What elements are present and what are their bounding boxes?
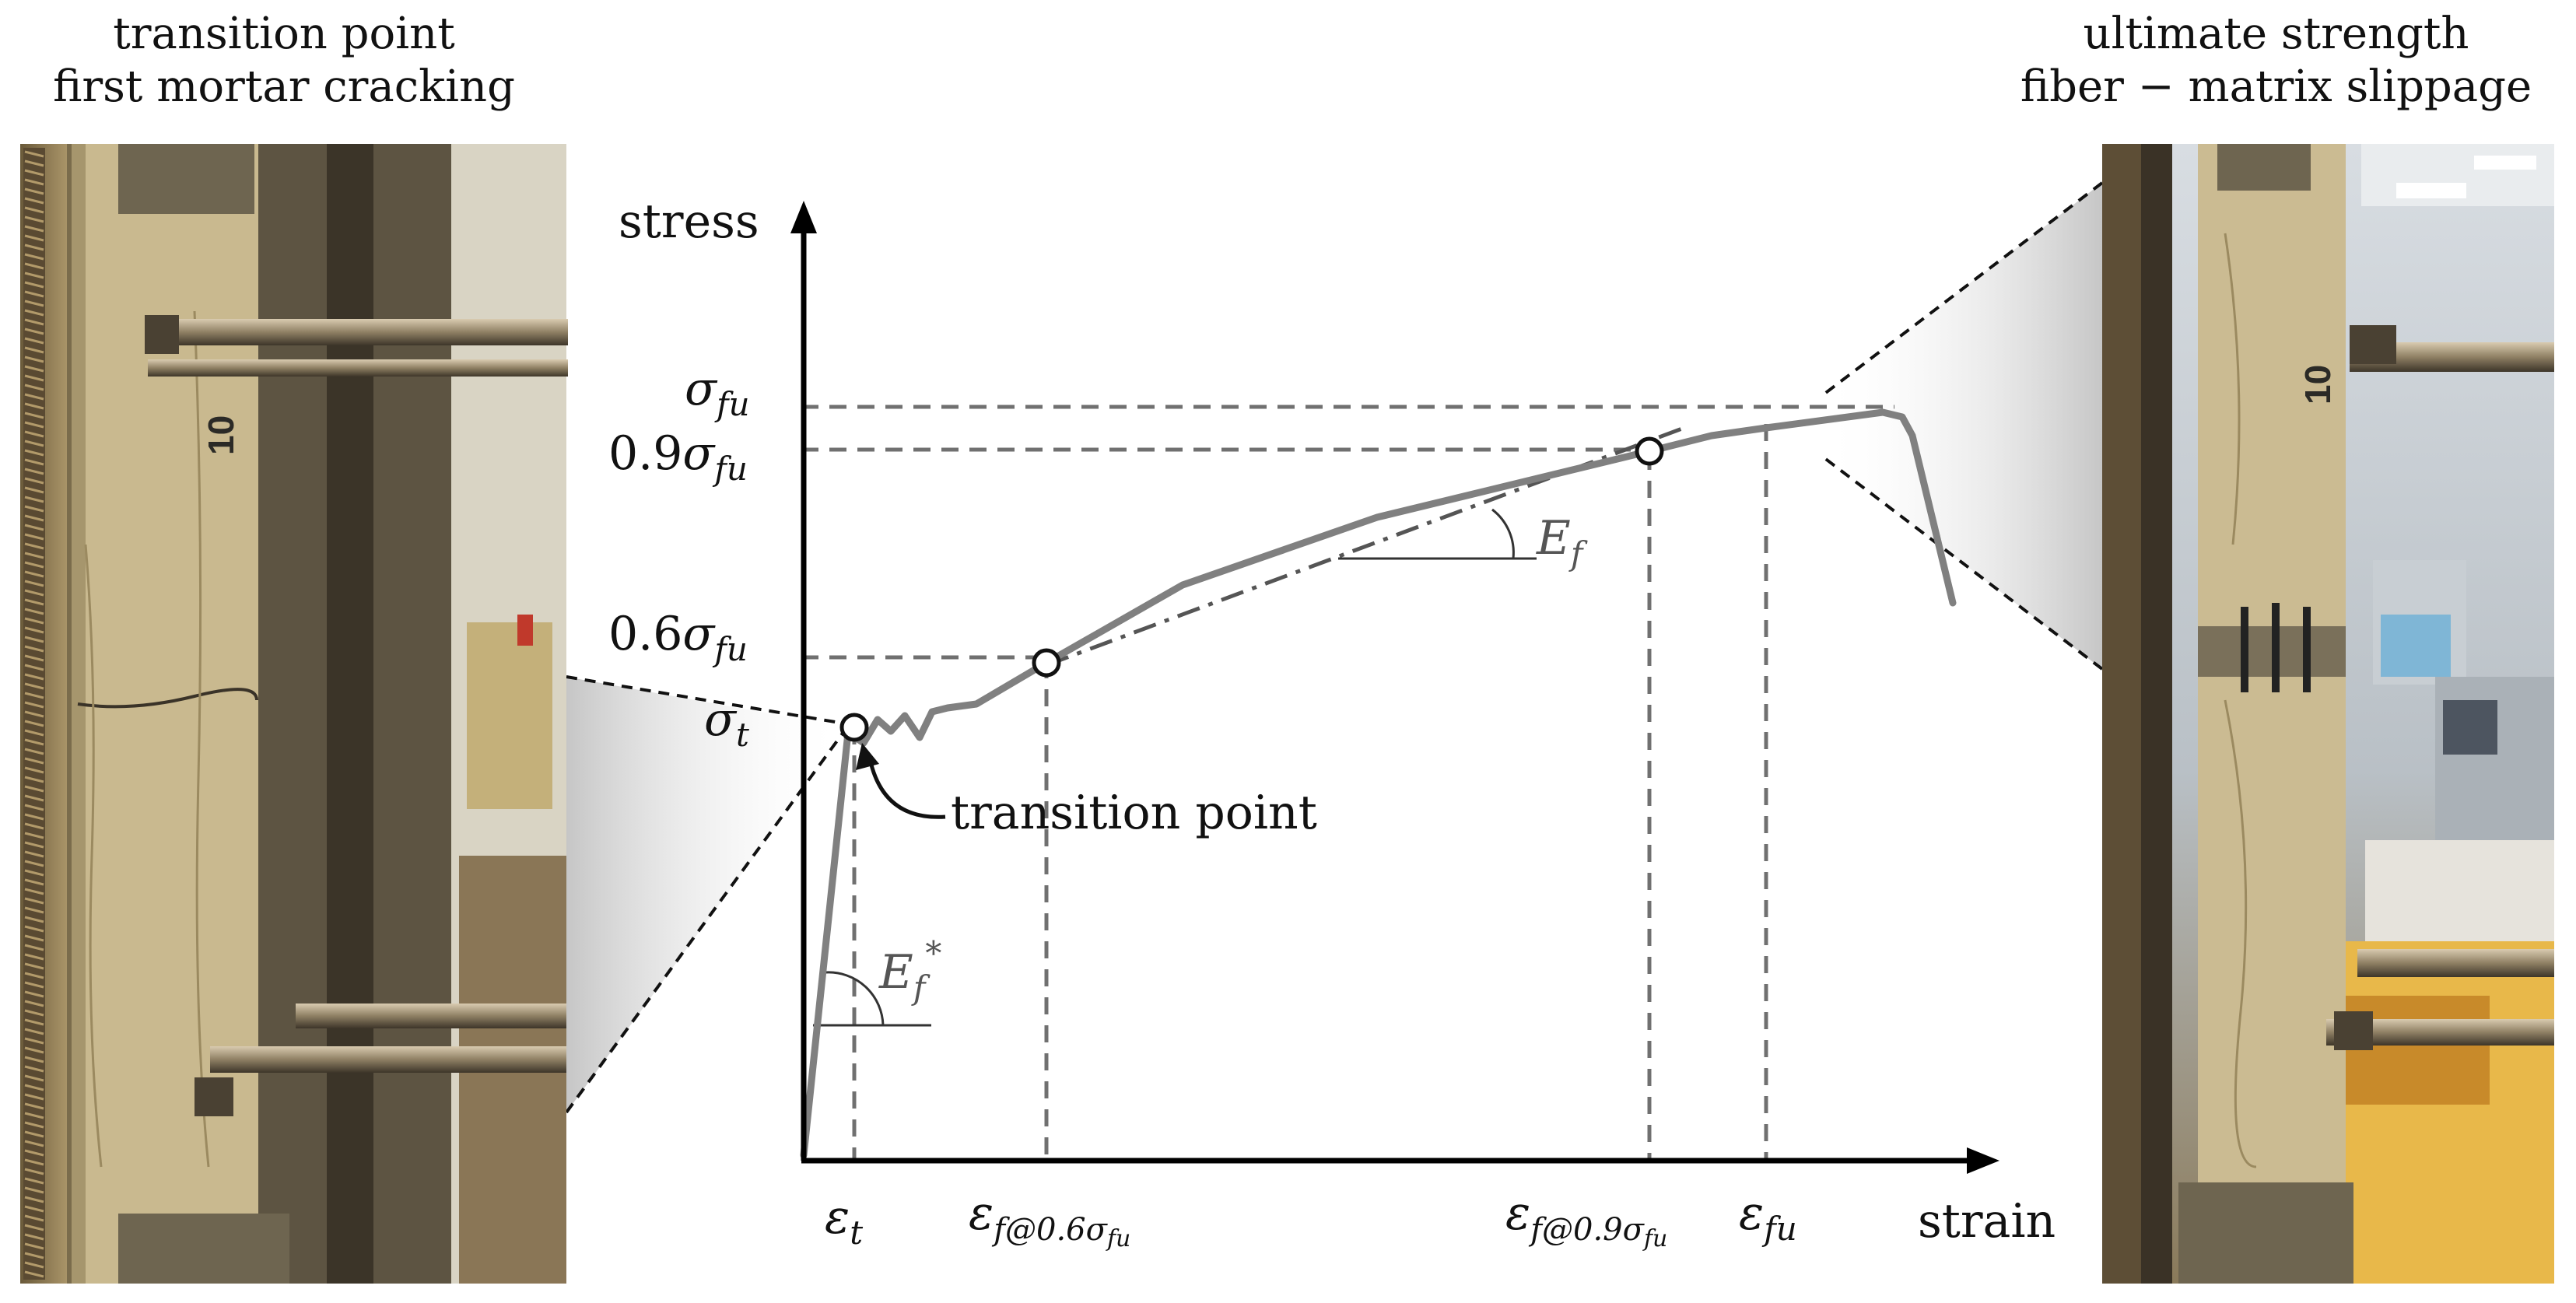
transition-arrow [867,758,946,819]
mortar-crack [77,688,258,709]
label-eps-t: εt [825,1190,863,1252]
right-caption-line-1: ultimate strength [2083,9,2469,59]
ef-angle-arc [1491,508,1515,559]
marker-06-sigma-fu [1032,648,1061,678]
label-eps-09: εf@0.9σfu [1505,1186,1667,1252]
label-eps-fu: εfu [1739,1186,1797,1248]
right-zoom-line-bottom [1819,454,2104,671]
right-photo-caption: ultimate strength fiber − matrix slippag… [1976,8,2576,114]
left-photo-caption: transition point first mortar cracking [0,8,568,114]
y-axis-arrowhead [790,201,817,233]
label-09-sigma-fu: 0.9σfu [608,426,748,488]
y-axis-title: stress [619,194,759,249]
threaded-rod [23,148,45,1280]
upper-loading-rod [148,319,568,345]
left-zoom-wedge [566,677,846,1112]
marker-09-sigma-fu [1635,436,1664,466]
label-eps-06: εf@0.6σfu [969,1186,1130,1252]
transition-point-label: transition point [951,786,1317,840]
lower-loading-rod [296,1004,566,1028]
guide-lines [801,405,1894,1163]
left-specimen-photo: 10 [20,144,568,1284]
transition-point-marker [839,713,869,742]
svg-text:10: 10 [201,415,241,455]
left-caption-line-2: first mortar cracking [53,61,515,112]
left-caption-line-1: transition point [113,9,455,59]
label-Ef: Ef [1536,511,1588,573]
svg-text:10: 10 [2297,365,2338,405]
label-sigma-fu: σfu [685,362,750,423]
stress-strain-curve [800,408,1957,1159]
transition-arrowhead [856,743,879,770]
left-zoom-line-top [566,675,845,725]
efstar-angle-arc [825,971,885,1026]
lower-loading-rod [2357,949,2554,977]
bottom-grip-plate [2178,1182,2353,1284]
x-axis-arrowhead [1967,1147,1999,1174]
x-axis-title: strain [1918,1194,2056,1249]
top-grip-plate [118,144,254,214]
label-06-sigma-fu: 0.6σfu [608,607,748,668]
specimen-body [2198,144,2346,1284]
bottom-grip-plate [118,1214,289,1284]
top-grip-plate [2217,144,2311,191]
left-zoom-line-bottom [565,730,846,1114]
right-specimen-photo: 10 [2102,144,2554,1284]
label-sigma-t: σt [704,692,749,754]
right-zoom-wedge [1821,183,2102,669]
right-caption-line-2: fiber − matrix slippage [2020,61,2532,112]
right-zoom-line-top [1819,181,2104,398]
label-Ef-star: Ef* [878,934,941,1007]
